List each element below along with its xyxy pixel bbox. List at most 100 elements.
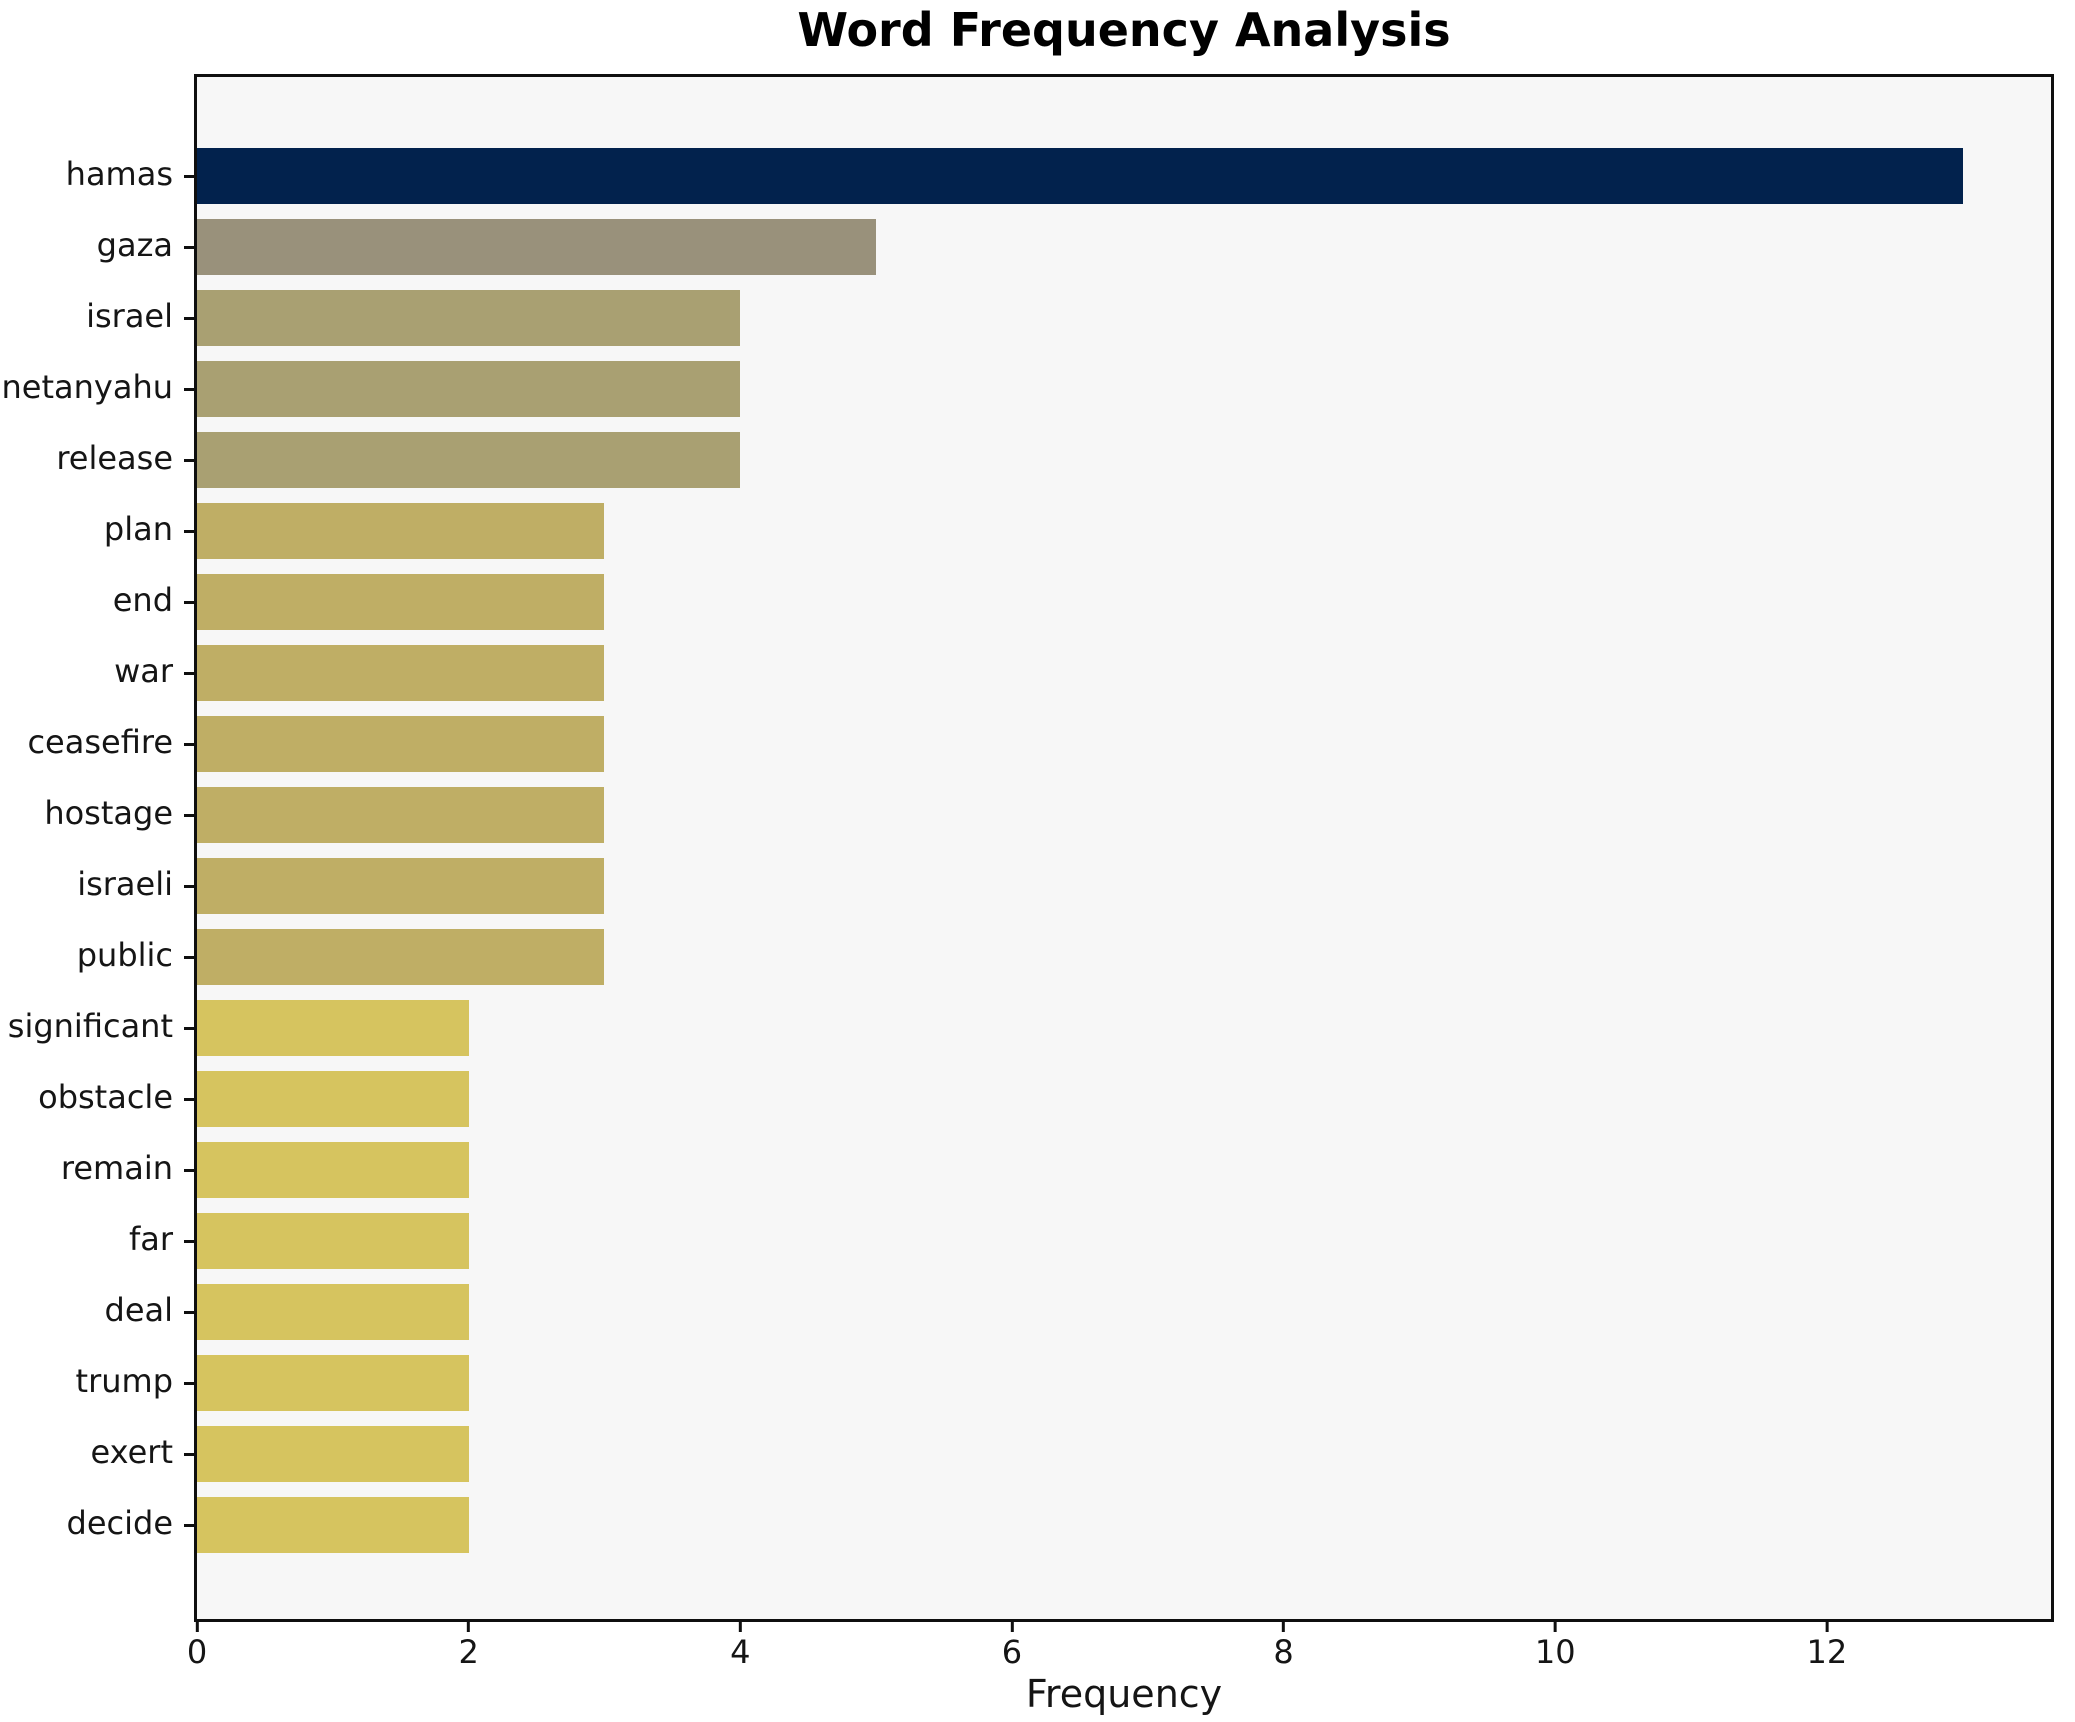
y-tick-mark: [184, 246, 194, 249]
y-tick-mark: [184, 1169, 194, 1172]
bar-row: significant: [8, 993, 2051, 1064]
y-tick-label: plan: [103, 510, 173, 549]
y-tick-mark: [184, 1098, 194, 1101]
x-tick: 6: [1002, 1622, 1022, 1669]
x-tick-label: 10: [1534, 1633, 1576, 1671]
bar-row: far: [129, 1206, 2051, 1277]
y-tick-mark: [184, 956, 194, 959]
chart-title: Word Frequency Analysis: [797, 3, 1451, 57]
bar: [197, 787, 605, 843]
y-tick-label: decide: [66, 1504, 173, 1543]
y-tick-label: trump: [75, 1362, 173, 1401]
bar: [197, 716, 605, 772]
bar: [197, 929, 605, 985]
x-tick-label: 12: [1806, 1633, 1848, 1671]
y-tick-mark: [184, 1027, 194, 1030]
y-tick-label: remain: [60, 1149, 173, 1188]
bar-row: remain: [61, 1135, 2051, 1206]
y-tick-label: deal: [104, 1291, 174, 1330]
x-tick-label: 4: [730, 1633, 751, 1671]
bar-row: exert: [91, 1419, 2051, 1490]
bar-row: ceasefire: [27, 709, 2051, 780]
y-tick-mark: [184, 885, 194, 888]
bar: [197, 1426, 469, 1482]
y-tick-mark: [184, 1382, 194, 1385]
bar-row: decide: [67, 1490, 2051, 1561]
y-tick-mark: [184, 175, 194, 178]
bar: [197, 858, 605, 914]
y-tick-label: ceasefire: [27, 723, 173, 762]
y-tick-mark: [184, 1240, 194, 1243]
y-tick-label: israeli: [77, 865, 173, 904]
bar: [197, 1284, 469, 1340]
bar-row: obstacle: [38, 1064, 2051, 1135]
bar: [197, 645, 605, 701]
y-tick-label: release: [56, 439, 173, 478]
x-axis-label: Frequency: [1025, 1672, 1223, 1716]
bar-row: war: [114, 638, 2051, 709]
x-tick-mark: [1282, 1622, 1286, 1632]
y-tick-mark: [184, 317, 194, 320]
bar: [197, 574, 605, 630]
bar: [197, 290, 741, 346]
bar-rows: hamas gaza israel netanyahu release plan end wa…: [1, 77, 2051, 1619]
y-tick-mark: [184, 459, 194, 462]
x-axis: 0 2 4 6 8 10 12: [187, 1622, 2051, 1692]
y-tick-mark: [184, 814, 194, 817]
y-tick-label: public: [76, 936, 173, 975]
y-tick-label: war: [114, 652, 173, 691]
y-tick-mark: [184, 530, 194, 533]
bar-row: plan: [104, 496, 2051, 567]
x-tick: 10: [1535, 1622, 1576, 1669]
bar: [197, 1142, 469, 1198]
bar: [197, 361, 741, 417]
y-tick-label: hostage: [44, 794, 173, 833]
x-tick-mark: [1010, 1622, 1014, 1632]
y-tick-mark: [184, 1524, 194, 1527]
x-tick-label: 0: [186, 1633, 208, 1671]
y-tick-label: israel: [86, 297, 173, 336]
x-tick-label: 2: [458, 1633, 479, 1671]
x-tick-mark: [1825, 1622, 1829, 1632]
x-tick-label: 8: [1273, 1633, 1294, 1671]
y-tick-label: netanyahu: [1, 368, 173, 407]
bar-row: public: [77, 922, 2051, 993]
x-tick: 2: [458, 1622, 479, 1671]
y-tick-label: hamas: [65, 155, 173, 194]
bar-row: netanyahu: [1, 354, 2051, 425]
y-tick-mark: [184, 743, 194, 746]
bar-row: hostage: [44, 780, 2051, 851]
x-tick: 4: [730, 1622, 750, 1669]
bar-row: deal: [105, 1277, 2051, 1348]
bar: [197, 219, 877, 275]
y-tick-label: far: [128, 1220, 173, 1259]
x-tick: 8: [1273, 1622, 1294, 1671]
x-tick: 0: [187, 1622, 207, 1669]
bar: [197, 148, 1963, 204]
y-tick-label: exert: [90, 1433, 173, 1472]
x-tick-mark: [738, 1622, 742, 1632]
y-tick-label: obstacle: [38, 1078, 173, 1117]
y-tick-label: significant: [7, 1007, 173, 1046]
bar-row: gaza: [97, 212, 2051, 283]
bar-row: israeli: [77, 851, 2051, 922]
plot-area: hamas gaza israel netanyahu release plan end wa…: [1, 74, 2054, 1622]
bar-row: release: [56, 425, 2051, 496]
bar: [197, 1355, 469, 1411]
x-tick-mark: [467, 1622, 471, 1632]
bar: [197, 1497, 469, 1553]
bar: [197, 503, 605, 559]
y-tick-label: end: [112, 581, 173, 620]
bar-row: israel: [86, 283, 2051, 354]
bar: [197, 1071, 469, 1127]
y-tick-mark: [184, 388, 194, 391]
bar-row: end: [113, 567, 2051, 638]
y-tick-label: gaza: [96, 226, 173, 265]
bar: [197, 1213, 469, 1269]
y-tick-mark: [184, 672, 194, 675]
bar-row: trump: [76, 1348, 2051, 1419]
y-tick-mark: [184, 1311, 194, 1314]
bar: [197, 1000, 469, 1056]
y-tick-mark: [184, 1453, 194, 1456]
